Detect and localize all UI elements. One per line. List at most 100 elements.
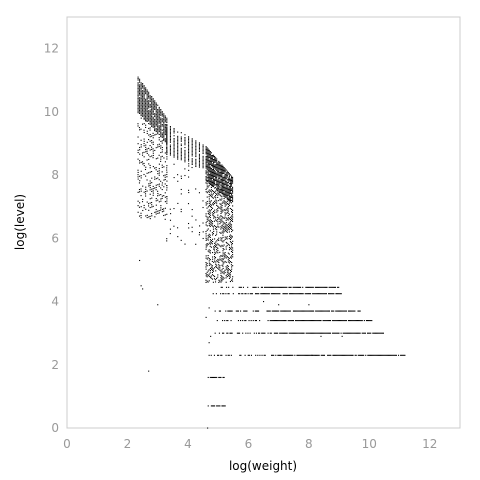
data-point [148, 117, 150, 119]
data-point [275, 293, 277, 295]
data-point [219, 231, 221, 234]
data-point [142, 288, 144, 290]
data-point [158, 128, 160, 130]
data-point [209, 245, 211, 247]
data-point [208, 205, 210, 207]
data-point [160, 118, 162, 121]
data-point [337, 293, 339, 295]
data-point [214, 164, 216, 166]
data-point [225, 196, 227, 198]
data-point [318, 286, 320, 288]
data-point [228, 187, 230, 189]
data-point [209, 212, 211, 214]
data-point [304, 320, 306, 322]
data-point [365, 320, 368, 322]
data-point [218, 376, 220, 379]
data-point [230, 182, 233, 184]
data-point [145, 105, 147, 107]
data-point [229, 190, 231, 192]
data-point [143, 112, 145, 114]
data-point [227, 173, 229, 175]
data-point [160, 124, 162, 126]
data-point [321, 310, 323, 312]
data-point [226, 332, 228, 334]
data-point [137, 95, 139, 97]
data-point [212, 226, 215, 228]
data-point [154, 125, 156, 128]
data-point [292, 310, 295, 312]
data-point [340, 354, 342, 356]
data-point [212, 178, 215, 181]
data-point [336, 293, 338, 295]
data-point [158, 168, 160, 170]
data-point [166, 117, 168, 119]
data-point [351, 310, 353, 312]
data-point [268, 293, 270, 295]
data-point [231, 219, 233, 222]
data-point [224, 176, 226, 178]
data-point [242, 293, 244, 295]
data-point [223, 255, 225, 257]
data-point [214, 257, 217, 259]
data-point [207, 162, 209, 164]
data-point [318, 320, 320, 322]
data-point [220, 221, 222, 223]
data-point [379, 332, 381, 334]
data-point [157, 127, 159, 129]
data-point [225, 228, 227, 230]
data-point [228, 246, 231, 248]
data-point [225, 217, 227, 219]
data-point [212, 281, 214, 283]
data-point [219, 198, 221, 200]
data-point [149, 98, 151, 100]
data-point [219, 265, 221, 267]
data-point [323, 310, 325, 312]
data-point [154, 120, 156, 122]
data-point [223, 171, 225, 173]
data-point [236, 332, 238, 334]
data-point [341, 335, 343, 337]
data-point [166, 138, 168, 140]
data-point [211, 183, 214, 185]
data-point [158, 112, 160, 114]
data-point [143, 86, 145, 88]
data-point [292, 354, 294, 356]
data-point [166, 135, 168, 137]
data-point [225, 277, 227, 279]
data-point [212, 197, 214, 199]
data-point [224, 196, 226, 198]
data-point [169, 141, 171, 143]
data-point [207, 186, 209, 188]
data-point [157, 128, 159, 130]
data-point [219, 269, 221, 271]
data-point [177, 145, 179, 147]
data-point [137, 169, 139, 171]
data-point [228, 176, 230, 178]
data-point [347, 354, 349, 356]
data-point [218, 354, 220, 356]
data-point [329, 320, 332, 322]
data-point [308, 304, 310, 306]
data-point [218, 266, 220, 268]
data-point [276, 310, 278, 312]
data-point [215, 168, 217, 170]
data-point [191, 155, 193, 157]
data-point [137, 109, 139, 111]
data-point [209, 203, 211, 205]
data-point [145, 208, 147, 210]
data-point [149, 164, 151, 167]
data-point [332, 332, 334, 334]
data-point [158, 109, 160, 111]
data-point [208, 152, 210, 154]
data-point [137, 178, 139, 180]
data-point [214, 170, 216, 172]
data-point [158, 118, 160, 120]
data-point [286, 310, 288, 312]
data-point [208, 202, 210, 204]
data-point [262, 332, 264, 334]
data-point [208, 211, 210, 213]
data-point [324, 320, 326, 322]
data-point [184, 168, 186, 170]
data-point [271, 354, 273, 356]
data-point [230, 250, 233, 253]
